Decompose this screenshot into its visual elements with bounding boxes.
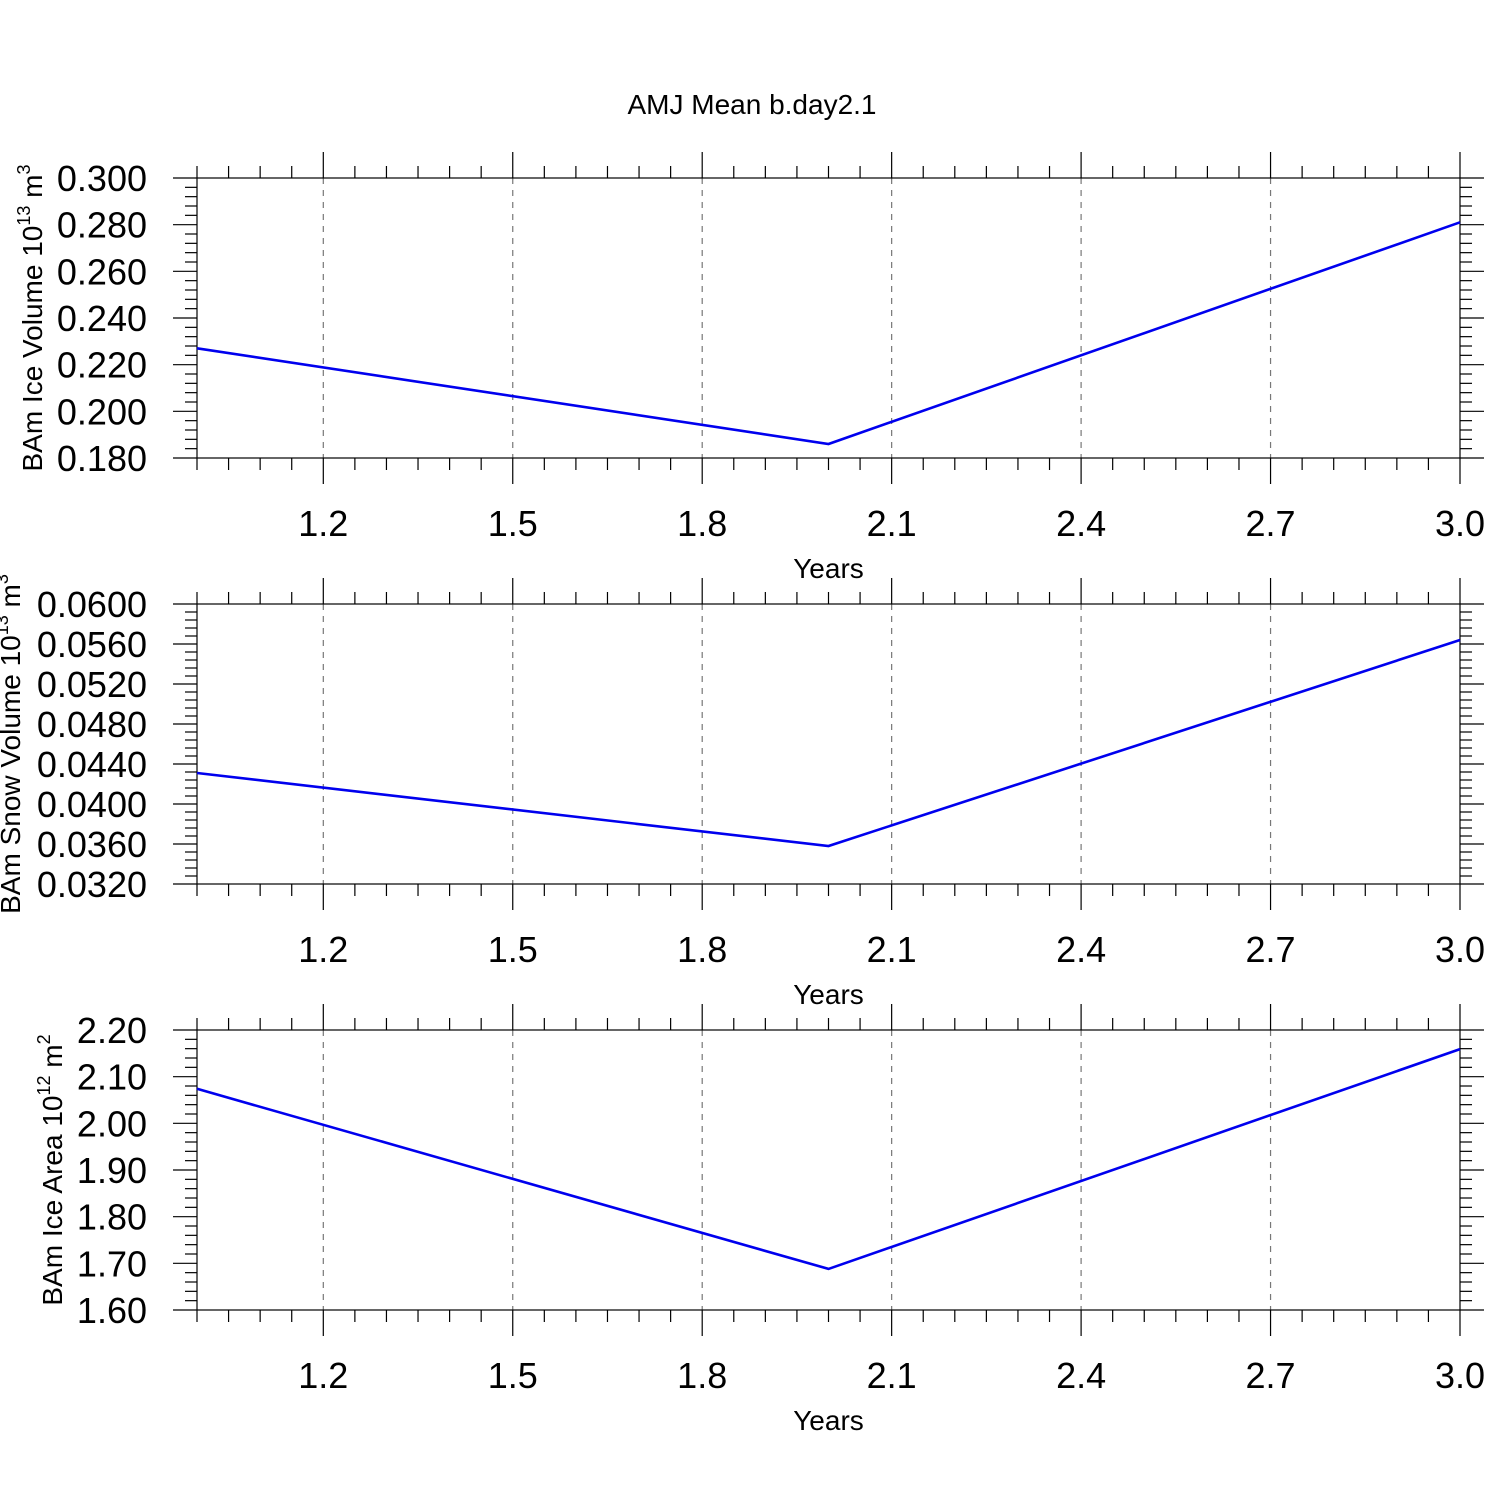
- panel-3: 1.2 1.5 1.8 2.1 2.4 2.7 3.0 2.20 2.10 2.00 1.90 1.8…: [34, 1004, 1485, 1436]
- x-tick-label: 2.4: [1056, 1355, 1106, 1396]
- y-tick-label: 0.0520: [37, 664, 147, 705]
- y-tick-label: 1.90: [77, 1150, 147, 1191]
- y-axis-label: BAm Snow Volume 1013 m3: [0, 574, 26, 914]
- panel-2: 1.2 1.5 1.8 2.1 2.4 2.7 3.00.06000.05600.05200…: [0, 574, 1485, 1010]
- x-axis-label: Years: [793, 1405, 864, 1436]
- y-tick-label: 2.00: [77, 1103, 147, 1144]
- y-tick-label: 0.180: [57, 438, 147, 479]
- y-tick-label: 0.0560: [37, 624, 147, 665]
- figure-title: AMJ Mean b.day2.1: [627, 89, 876, 120]
- y-tick-label: 0.0320: [37, 864, 147, 905]
- x-tick-label: 1.5: [488, 929, 538, 970]
- y-tick-label: 0.200: [57, 391, 147, 432]
- x-tick-label: 1.2: [298, 929, 348, 970]
- y-tick-label: 0.300: [57, 158, 147, 199]
- series-line: [196, 638, 1461, 848]
- y-tick-label: 0.260: [57, 251, 147, 292]
- panel-1: 1.2 1.5 1.8 2.1 2.4 2.7 3.0 0.300 0.280 0.260 0.24…: [14, 152, 1485, 584]
- y-tick-label: 0.0360: [37, 824, 147, 865]
- x-axis-label: Years: [793, 979, 864, 1010]
- y-tick-label: 0.280: [57, 205, 147, 246]
- x-tick-label: 1.2: [298, 503, 348, 544]
- y-tick-label: 2.20: [77, 1010, 147, 1051]
- x-tick-label: 1.8: [677, 503, 727, 544]
- x-tick-label: 1.8: [677, 1355, 727, 1396]
- x-axis-label: Years: [793, 553, 864, 584]
- y-axis-label: BAm Ice Area 1012 m2: [34, 1034, 68, 1305]
- x-tick-label: 1.5: [488, 503, 538, 544]
- y-axis-label: BAm Ice Volume 1013 m3: [14, 164, 48, 471]
- x-tick-label: 2.7: [1246, 503, 1296, 544]
- y-tick-label: 0.0440: [37, 744, 147, 785]
- y-tick-label: 0.0400: [37, 784, 147, 825]
- x-tick-label: 2.1: [867, 503, 917, 544]
- x-tick-label: 2.1: [867, 1355, 917, 1396]
- y-tick-label: 2.10: [77, 1057, 147, 1098]
- x-tick-label: 2.4: [1056, 503, 1106, 544]
- x-tick-label: 2.1: [867, 929, 917, 970]
- x-tick-label: 1.5: [488, 1355, 538, 1396]
- x-tick-label: 3.0: [1435, 1355, 1485, 1396]
- x-tick-label: 2.7: [1246, 1355, 1296, 1396]
- y-tick-label: 0.0600: [37, 584, 147, 625]
- y-tick-label: 1.60: [77, 1290, 147, 1331]
- y-tick-label: 1.80: [77, 1197, 147, 1238]
- y-tick-label: 0.0480: [37, 704, 147, 745]
- x-tick-label: 2.4: [1056, 929, 1106, 970]
- x-tick-label: 2.7: [1246, 929, 1296, 970]
- y-tick-label: 0.240: [57, 298, 147, 339]
- x-tick-label: 3.0: [1435, 929, 1485, 970]
- y-tick-label: 0.220: [57, 345, 147, 386]
- y-tick-label: 1.70: [77, 1243, 147, 1284]
- x-tick-label: 3.0: [1435, 503, 1485, 544]
- x-tick-label: 1.2: [298, 1355, 348, 1396]
- x-tick-label: 1.8: [677, 929, 727, 970]
